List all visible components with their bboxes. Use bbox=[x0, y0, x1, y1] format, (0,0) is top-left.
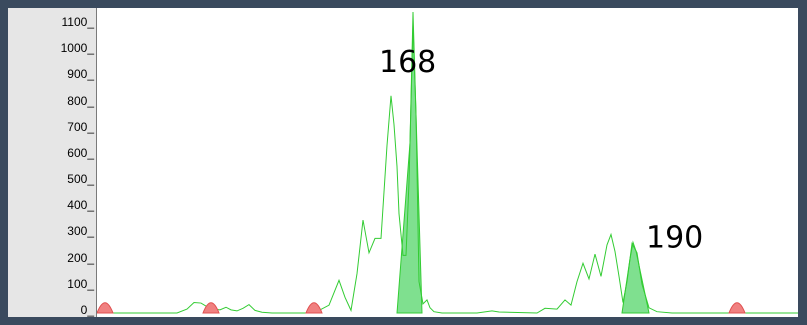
size-standard-peak bbox=[305, 302, 323, 314]
y-tick-label: 500_ bbox=[67, 172, 94, 187]
size-standard-peak bbox=[97, 302, 114, 314]
y-tick-label: 100_ bbox=[67, 276, 94, 291]
peak-label: 168 bbox=[379, 45, 436, 80]
called-peak-fill bbox=[621, 240, 650, 314]
y-tick-label: 1000_ bbox=[60, 41, 94, 56]
trace-line bbox=[97, 25, 798, 314]
y-axis-panel: 0_ 100_ 200_ 300_ 400_ 500_ 600_ 700_ 800_ 900_ 10… bbox=[8, 8, 97, 317]
electropherogram-svg: 168 190 bbox=[97, 11, 798, 314]
y-tick-label: 600_ bbox=[67, 145, 94, 160]
y-tick-label: 700_ bbox=[67, 119, 94, 134]
plot-area: 168 190 bbox=[97, 8, 798, 317]
peak-label: 190 bbox=[646, 221, 703, 256]
y-tick-label: 800_ bbox=[67, 93, 94, 108]
y-tick-label: 0_ bbox=[80, 303, 94, 317]
y-tick-label: 200_ bbox=[67, 250, 94, 265]
chart-frame: 0_ 100_ 200_ 300_ 400_ 500_ 600_ 700_ 800_ 900_ 10… bbox=[8, 8, 798, 317]
y-tick-label: 400_ bbox=[67, 198, 94, 213]
size-standard-peak bbox=[202, 302, 220, 314]
y-tick-label: 300_ bbox=[67, 224, 94, 239]
y-tick-label: 1100_ bbox=[61, 15, 94, 30]
size-standard-peak bbox=[728, 302, 746, 314]
y-tick-label: 900_ bbox=[67, 67, 94, 82]
